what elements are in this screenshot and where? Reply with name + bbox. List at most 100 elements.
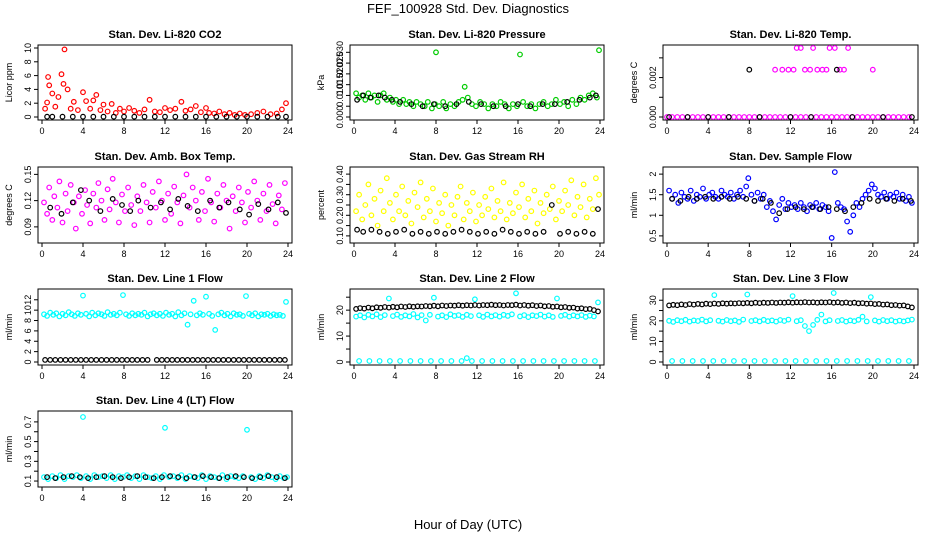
- y-tick-label: 20: [335, 305, 345, 315]
- data-point: [720, 114, 727, 120]
- data-point: [700, 185, 706, 192]
- data-point: [818, 114, 825, 120]
- data-point: [203, 476, 209, 483]
- y-tick-label: 0: [23, 114, 33, 119]
- y-tick-label: 20: [648, 316, 658, 326]
- data-point: [158, 474, 165, 481]
- data-point: [470, 189, 476, 196]
- data-point: [561, 358, 567, 364]
- data-point: [195, 216, 202, 223]
- data-point: [197, 109, 204, 116]
- data-point: [450, 228, 457, 235]
- data-point: [83, 357, 89, 363]
- series-black: [666, 299, 915, 311]
- data-point: [801, 204, 807, 211]
- x-tick-label: 8: [121, 493, 126, 503]
- data-point: [491, 214, 498, 221]
- data-point: [162, 424, 168, 431]
- data-point: [77, 475, 84, 482]
- data-point: [457, 183, 464, 190]
- data-point: [172, 105, 179, 112]
- data-point: [751, 114, 758, 120]
- series-black: [354, 92, 599, 110]
- data-point: [381, 94, 388, 101]
- x-tick-label: 16: [201, 371, 211, 381]
- x-tick-label: 20: [242, 249, 252, 259]
- data-point: [540, 228, 547, 235]
- data-point: [371, 195, 378, 202]
- data-point: [528, 208, 535, 215]
- data-point: [465, 98, 472, 105]
- data-point: [109, 474, 116, 481]
- data-point: [702, 193, 708, 200]
- data-point: [893, 189, 900, 196]
- data-point: [175, 195, 182, 202]
- data-point: [226, 225, 233, 232]
- chart-panel-10: Stan. Dev. Line 4 (LT) Flow 0 4 8 12 16 20 24 0.…: [4, 395, 293, 503]
- data-point: [549, 314, 556, 320]
- x-tick-label: 8: [747, 126, 752, 136]
- data-point: [360, 92, 367, 99]
- y-tick-label: 0.15: [23, 166, 33, 184]
- data-point: [174, 475, 181, 482]
- data-point: [258, 311, 265, 318]
- data-point: [137, 208, 144, 215]
- data-point: [801, 206, 807, 213]
- data-point: [858, 199, 865, 206]
- data-point: [45, 74, 51, 80]
- series-magenta: [41, 171, 288, 232]
- data-point: [813, 199, 820, 206]
- data-point: [737, 187, 743, 194]
- data-point: [126, 105, 133, 111]
- data-point: [678, 189, 685, 196]
- data-point: [143, 199, 150, 206]
- data-point: [490, 103, 497, 110]
- chart-panel-5: Stan. Dev. Gas Stream RH 0 4 8 12 16 20 24 0.10 0…: [316, 151, 605, 259]
- data-point: [814, 66, 821, 73]
- data-point: [205, 357, 211, 363]
- data-point: [174, 199, 181, 206]
- data-point: [881, 189, 888, 196]
- data-point: [595, 308, 601, 315]
- data-point: [225, 199, 232, 206]
- data-point: [731, 114, 737, 120]
- x-tick-label: 16: [513, 371, 523, 381]
- x-tick-label: 20: [554, 249, 564, 259]
- data-point: [810, 45, 816, 51]
- data-point: [524, 228, 531, 235]
- x-tick-label: 24: [909, 249, 919, 259]
- data-point: [47, 357, 54, 363]
- y-axis-label: percent: [316, 189, 326, 220]
- data-point: [405, 197, 412, 204]
- data-point: [189, 184, 196, 191]
- data-point: [431, 101, 437, 107]
- data-point: [442, 103, 449, 110]
- data-point: [119, 202, 125, 208]
- data-point: [273, 474, 280, 481]
- data-point: [59, 310, 66, 317]
- data-point: [179, 357, 186, 363]
- data-point: [56, 178, 63, 185]
- data-point: [516, 204, 522, 211]
- data-point: [128, 202, 135, 208]
- data-point: [192, 197, 199, 204]
- y-tick-label: 30: [648, 295, 658, 305]
- data-point: [98, 311, 105, 318]
- data-point: [866, 195, 873, 202]
- data-point: [386, 295, 392, 302]
- data-point: [810, 322, 816, 328]
- data-point: [199, 357, 206, 363]
- data-point: [115, 219, 122, 226]
- data-point: [430, 185, 436, 192]
- data-point: [909, 114, 915, 120]
- data-point: [741, 358, 748, 364]
- chart-panel-2: Stan. Dev. Li-820 Pressure 0 4 8 12 16 20 24 0.0…: [316, 29, 605, 136]
- data-point: [54, 204, 61, 211]
- series-black: [669, 193, 914, 217]
- data-point: [564, 98, 571, 105]
- x-tick-label: 12: [472, 249, 482, 259]
- data-point: [530, 358, 537, 364]
- data-point: [134, 473, 141, 480]
- data-point: [406, 313, 413, 320]
- y-tick-label: 0.1: [23, 475, 33, 488]
